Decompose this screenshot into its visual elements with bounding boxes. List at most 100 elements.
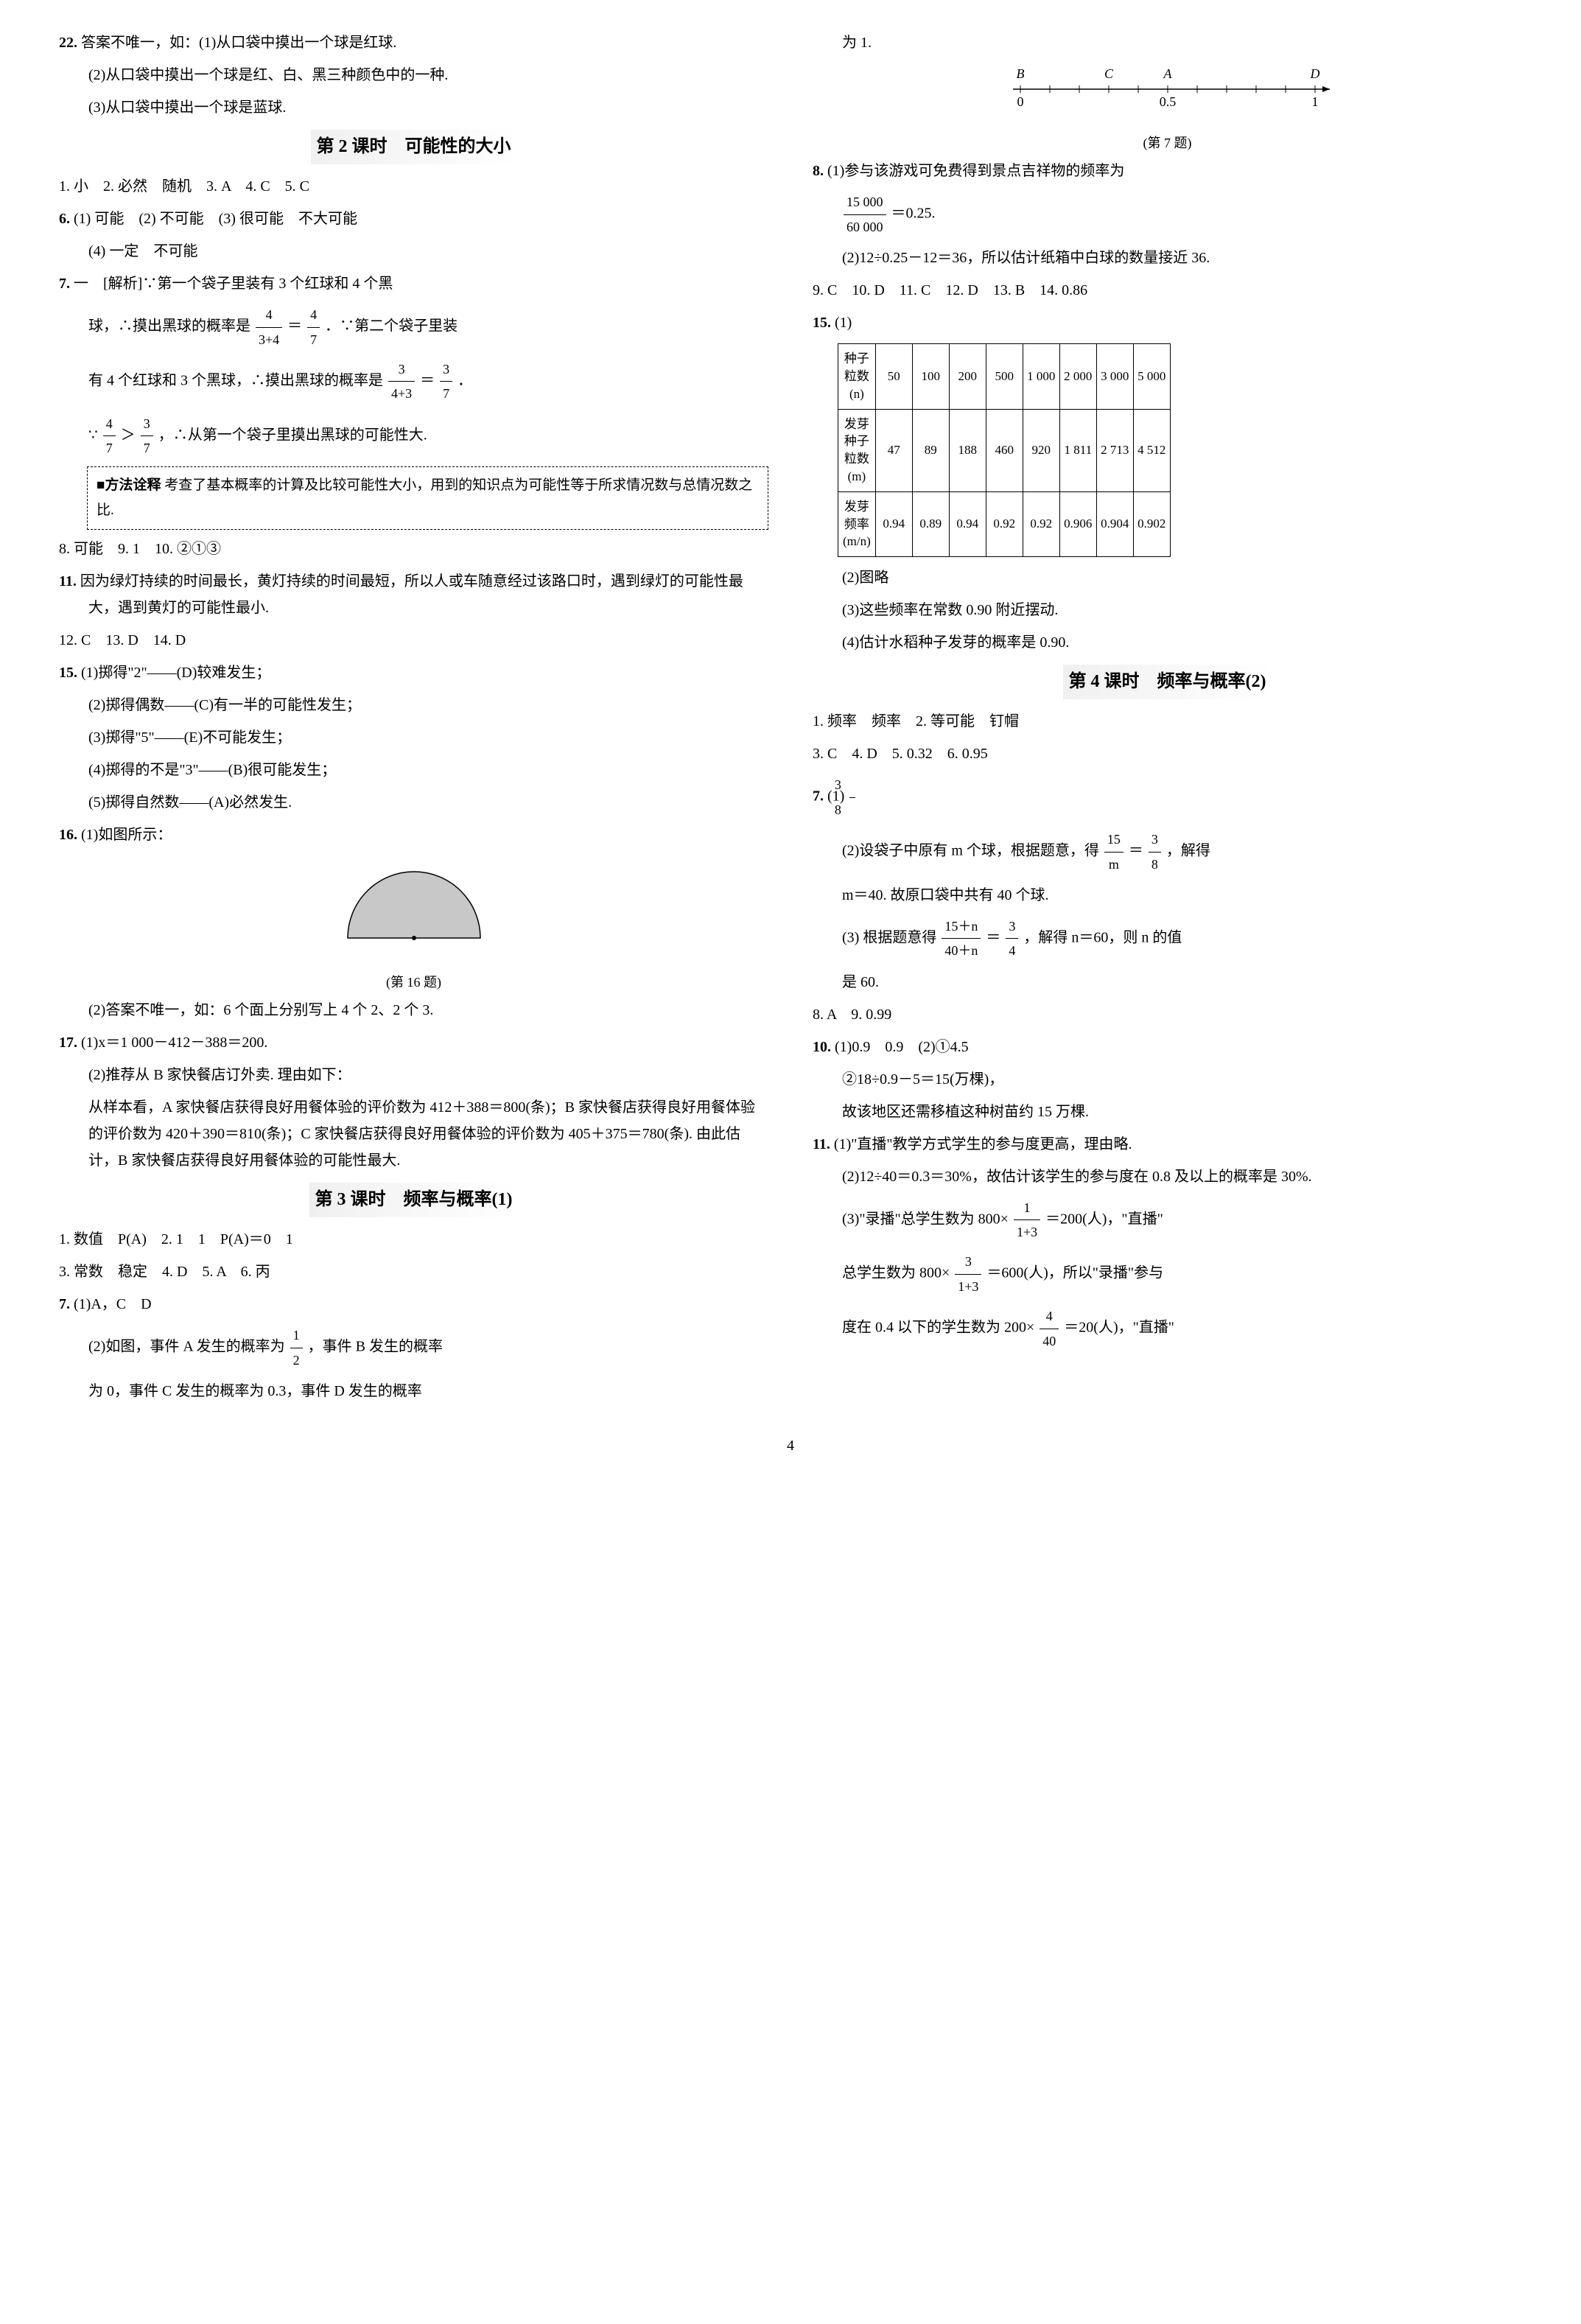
q22-l2: (2)从口袋中摸出一个球是红、白、黑三种颜色中的一种. — [59, 62, 768, 88]
s3-q8-num: 8. — [813, 163, 824, 179]
fraction: 38 — [849, 773, 855, 822]
s2-q17-num: 17. — [59, 1035, 77, 1051]
cell: 500 — [986, 344, 1023, 409]
s2-q12-14: 12. C 13. D 14. D — [59, 627, 768, 654]
method-title: ■方法诠释 — [97, 477, 161, 493]
cell: 0.902 — [1133, 491, 1170, 556]
s2-q15: 15. (1)掷得"2"——(D)较难发生； — [59, 659, 768, 686]
fraction: 43+4 — [256, 303, 282, 351]
table-row: 发芽 频率 (m/n) 0.94 0.89 0.94 0.92 0.92 0.9… — [838, 491, 1171, 556]
cell: 89 — [912, 409, 949, 491]
fraction: 15 00060 000 — [844, 190, 886, 239]
s2-q15-a: (1)掷得"2"——(D)较难发生； — [81, 665, 270, 681]
s2-q7-l2: 球，∴摸出黑球的概率是 43+4 ＝ 47 ．∵第二个袋子里装 — [59, 303, 768, 351]
s4-q7-b3: m＝40. 故原口袋中共有 40 个球. — [813, 882, 1522, 909]
s3-q15-num: 15. — [813, 315, 831, 331]
q22-intro: 答案不唯一，如：(1)从口袋中摸出一个球是红球. — [81, 35, 396, 51]
s4-q10-b: ②18÷0.9－5＝15(万棵)， — [813, 1066, 1522, 1093]
nl-A: A — [1163, 66, 1172, 81]
s4-q8-9: 8. A 9. 0.99 — [813, 1001, 1522, 1028]
s3-q1-2: 1. 数值 P(A) 2. 1 1 P(A)＝0 1 — [59, 1226, 768, 1253]
s2-q17: 17. (1)x＝1 000－412－388＝200. — [59, 1029, 768, 1056]
s2-q7-l4: ∵ 47 ＞ 37 ，∴从第一个袋子里摸出黑球的可能性大. — [59, 412, 768, 461]
left-column: 22. 答案不唯一，如：(1)从口袋中摸出一个球是红球. (2)从口袋中摸出一个… — [59, 29, 768, 1410]
s4-q1-2: 1. 频率 频率 2. 等可能 钉帽 — [813, 708, 1522, 735]
s3-q7-a: (1)A，C D — [74, 1296, 152, 1312]
cell: 188 — [949, 409, 986, 491]
number-line-icon: B C A D 0 0.5 1 — [984, 63, 1352, 115]
s2-q1-5: 1. 小 2. 必然 随机 3. A 4. C 5. C — [59, 173, 768, 200]
cell: 2 000 — [1059, 344, 1096, 409]
section-2-title: 第 2 课时 可能性的大小 — [59, 130, 768, 164]
section-3-title: 第 3 课时 频率与概率(1) — [59, 1183, 768, 1217]
fraction: 37 — [440, 357, 452, 406]
cell: 0.89 — [912, 491, 949, 556]
s2-q15-e: (5)掷得自然数——(A)必然发生. — [59, 789, 768, 816]
s4-q10-num: 10. — [813, 1039, 831, 1055]
s4-q11-c: (3)"录播"总学生数为 800× 11+3 ＝200(人)，"直播" — [813, 1196, 1522, 1245]
semicircle-icon — [333, 857, 495, 953]
s4-q11: 11. (1)"直播"教学方式学生的参与度更高，理由略. — [813, 1131, 1522, 1158]
number-line-figure: B C A D 0 0.5 1 — [813, 63, 1522, 124]
cell: 0.92 — [986, 491, 1023, 556]
cell: 100 — [912, 344, 949, 409]
right-column: 为 1. B C A D 0 0.5 — [813, 29, 1522, 1410]
row-header-freq: 发芽 频率 (m/n) — [838, 491, 876, 556]
fraction: 47 — [307, 303, 320, 351]
s2-q7-l3: 有 4 个红球和 3 个黑球，∴摸出黑球的概率是 34+3 ＝ 37 ． — [59, 357, 768, 406]
cell: 0.906 — [1059, 491, 1096, 556]
s4-q11-num: 11. — [813, 1136, 830, 1152]
nl-C: C — [1104, 66, 1113, 81]
s2-q16-num: 16. — [59, 827, 77, 843]
fraction: 34 — [1006, 914, 1018, 963]
nl-caption: (第 7 题) — [813, 131, 1522, 155]
nl-05: 0.5 — [1159, 94, 1176, 109]
q22-num: 22. — [59, 35, 77, 51]
s3-q8-b: (2)12÷0.25－12＝36，所以估计纸箱中白球的数量接近 36. — [813, 245, 1522, 271]
s2-q17-b: (2)推荐从 B 家快餐店订外卖. 理由如下： — [59, 1062, 768, 1088]
cell: 1 811 — [1059, 409, 1096, 491]
s3-q15-a: (1) — [835, 315, 852, 331]
s2-q15-num: 15. — [59, 665, 77, 681]
s2-q11-num: 11. — [59, 573, 77, 589]
s2-q6-b: (4) 一定 不可能 — [59, 238, 768, 265]
s4-q7: 7. (1) 38 — [813, 773, 1522, 822]
nl-D: D — [1309, 66, 1319, 81]
cell: 0.94 — [875, 491, 912, 556]
s3-q7-b: (2)如图，事件 A 发生的概率为 12 ，事件 B 发生的概率 — [59, 1323, 768, 1372]
fraction: 15＋n40＋n — [942, 914, 981, 963]
fraction: 47 — [103, 412, 116, 461]
s2-q16-b: (2)答案不唯一，如：6 个面上分别写上 4 个 2、2 个 3. — [59, 997, 768, 1023]
s2-q16: 16. (1)如图所示： — [59, 822, 768, 848]
s2-q15-b: (2)掷得偶数——(C)有一半的可能性发生； — [59, 692, 768, 718]
cell: 920 — [1023, 409, 1059, 491]
s2-q7: 7. 一 [解析]∵第一个袋子里装有 3 个红球和 4 个黑 — [59, 270, 768, 297]
fraction: 34+3 — [388, 357, 415, 406]
cell: 50 — [875, 344, 912, 409]
cell: 1 000 — [1023, 344, 1059, 409]
cell: 4 512 — [1133, 409, 1170, 491]
cell: 3 000 — [1096, 344, 1133, 409]
s2-q6-num: 6. — [59, 211, 70, 227]
fraction: 440 — [1040, 1304, 1059, 1353]
s2-q17-a: (1)x＝1 000－412－388＝200. — [81, 1035, 267, 1051]
row-header-m: 发芽 种子 粒数 (m) — [838, 409, 876, 491]
s4-q10: 10. (1)0.9 0.9 (2)①4.5 — [813, 1034, 1522, 1060]
fraction: 11+3 — [1014, 1196, 1040, 1245]
s3-q15-c: (3)这些频率在常数 0.90 附近摆动. — [813, 597, 1522, 623]
method-text: 考查了基本概率的计算及比较可能性大小，用到的知识点为可能性等于所求情况数与总情况… — [97, 477, 752, 518]
s4-q11-b: (2)12÷40＝0.3＝30%，故估计该学生的参与度在 0.8 及以上的概率是… — [813, 1163, 1522, 1190]
s4-q7-b: (2)设袋子中原有 m 个球，根据题意，得 15m ＝ 38 ，解得 — [813, 827, 1522, 876]
nl-B: B — [1016, 66, 1024, 81]
s4-q10-c: 故该地区还需移植这种树苗约 15 万棵. — [813, 1099, 1522, 1125]
seed-table: 种子 粒数 (n) 50 100 200 500 1 000 2 000 3 0… — [838, 343, 1171, 557]
fraction: 31+3 — [955, 1250, 981, 1298]
fraction: 37 — [141, 412, 153, 461]
s3-q15-b: (2)图略 — [813, 564, 1522, 591]
table-row: 种子 粒数 (n) 50 100 200 500 1 000 2 000 3 0… — [838, 344, 1171, 409]
cell: 2 713 — [1096, 409, 1133, 491]
s4-q11-d: 总学生数为 800× 31+3 ＝600(人)，所以"录播"参与 — [813, 1250, 1522, 1298]
method-box: ■方法诠释 考查了基本概率的计算及比较可能性大小，用到的知识点为可能性等于所求情… — [87, 466, 768, 530]
s4-q11-e: 度在 0.4 以下的学生数为 200× 440 ＝20(人)，"直播" — [813, 1304, 1522, 1353]
cell: 0.904 — [1096, 491, 1133, 556]
